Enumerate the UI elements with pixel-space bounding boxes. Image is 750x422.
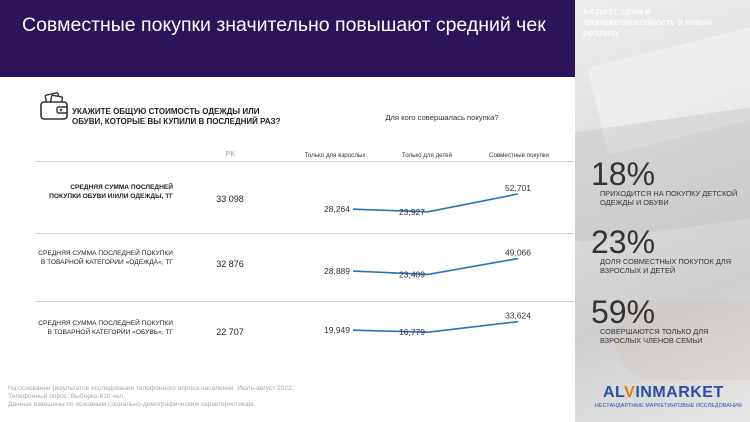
- data-label: 49,066: [505, 248, 531, 258]
- sidebar-heading: Бюджет, цена и платежеспособность в новы…: [583, 6, 713, 39]
- stat-block: 59%: [591, 296, 655, 328]
- title-banner: Совместные покупки значительно повышают …: [0, 0, 575, 77]
- row-label-shoes: СРЕДНЯЯ СУММА ПОСЛЕДНЕЙ ПОКУПКИ В ТОВАРН…: [38, 320, 173, 336]
- data-label: 23,409: [399, 269, 425, 279]
- series-line: [352, 320, 519, 333]
- rk-value: 33 098: [216, 194, 244, 204]
- logo-mark: V: [624, 384, 636, 401]
- stat-text: совершаются только для взрослых членов с…: [600, 327, 709, 345]
- hands-photo: [615, 300, 750, 380]
- data-label: 23,927: [399, 207, 425, 217]
- page-title: Совместные покупки значительно повышают …: [22, 14, 546, 36]
- stat-text: доля совместных покупок для взрослых и д…: [600, 257, 732, 275]
- sidebar-panel: Бюджет, цена и платежеспособность в новы…: [575, 0, 750, 422]
- data-label: 28,889: [324, 266, 350, 276]
- data-label: 16,779: [399, 327, 425, 337]
- stat-text: приходится на покупку детской одежды и о…: [600, 189, 738, 207]
- data-label: 52,701: [505, 183, 531, 193]
- row-divider: [36, 301, 574, 302]
- stat-value: 59%: [591, 294, 656, 330]
- survey-question: УКАЖИТЕ ОБЩУЮ СТОИМОСТЬ ОДЕЖДЫ ИЛИ ОБУВИ…: [72, 107, 281, 126]
- row-label-clothing: СРЕДНЯЯ СУММА ПОСЛЕДНЕЙ ПОКУПКИ В ТОВАРН…: [38, 250, 173, 266]
- audience-header: Для кого совершалась покупка?: [385, 113, 499, 122]
- footer-line: Данные взвешены по основным социально-де…: [8, 400, 256, 408]
- footer-notes: На основании результатов исследования те…: [8, 385, 294, 408]
- data-label: 33,624: [505, 311, 531, 321]
- row-label-total: СРЕДНЯЯ СУММА ПОСЛЕДНЕЙ ПОКУПКИ ОБУВИ И/…: [49, 184, 173, 200]
- column-header-adults: Только для взрослых: [304, 152, 366, 159]
- logo-tagline: НЕСТАНДАРТНЫЕ МАРКЕТИНГОВЫЕ ИССЛЕДОВАНИЯ: [595, 403, 742, 409]
- stat-block: 18%: [591, 158, 655, 190]
- stat-value: 23%: [591, 224, 656, 260]
- data-label: 19,949: [324, 325, 350, 335]
- column-header-joint: Совместные покупки: [489, 152, 549, 159]
- series-line: [352, 257, 519, 276]
- row-divider: [36, 233, 574, 234]
- logo-text-b: INMARKET: [635, 384, 724, 401]
- wallet-icon: [40, 92, 68, 120]
- data-label: 28,264: [324, 204, 350, 214]
- stat-value: 18%: [591, 156, 656, 192]
- series-line: [352, 193, 519, 213]
- stat-block: 23%: [591, 226, 655, 258]
- footer-line: Телефонный опрос. Выборка 810 чел.: [8, 392, 125, 400]
- column-header-kids: Только для детей: [401, 152, 453, 159]
- alvinmarket-logo: ALVINMARKET: [603, 384, 724, 402]
- logo-text-a: AL: [603, 384, 625, 401]
- rk-value: 22 707: [216, 327, 244, 337]
- footer-line: На основании результатов исследования те…: [8, 385, 294, 392]
- rk-column-header: РК: [225, 149, 235, 158]
- header-divider: [36, 161, 574, 162]
- line-chart: 28,264 23,927 52,701 28,889 23,409 49,066 19,9…: [324, 183, 531, 337]
- rk-value: 32 876: [216, 259, 244, 269]
